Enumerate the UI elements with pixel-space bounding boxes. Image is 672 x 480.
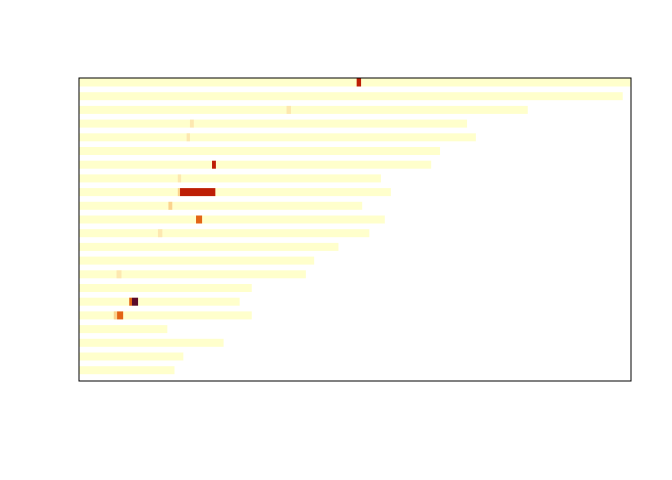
heatmap-row-5 [79,133,476,142]
heatmap-cell-8-1 [177,174,182,183]
heatmap-row-6 [79,147,441,155]
heatmap-cell-18-2 [117,311,124,320]
heatmap-row-2 [79,92,623,101]
heatmap-row-9 [79,188,391,197]
heatmap-cell-18-1 [113,311,118,320]
heatmap-cell-12-1 [157,229,163,238]
plot-frame [78,77,632,382]
heatmap-row-18 [79,311,252,320]
heatmap-row-16 [79,284,252,292]
heatmap-row-17 [79,297,240,306]
heatmap-cell-10-1 [168,201,173,210]
heatmap-cell-9-1 [177,188,181,197]
heatmap-cell-4-1 [189,119,194,128]
heatmap-row-10 [79,201,363,210]
heatmap-row-1 [79,78,631,87]
heatmap-cell-3-1 [286,105,291,114]
heatmap-row-7 [79,160,432,169]
heatmap-row-20 [79,338,224,347]
heatmap-row-12 [79,229,370,238]
heatmap-row-4 [79,119,468,128]
heatmap-row-14 [79,256,315,265]
heatmap-row-3 [79,105,528,114]
heatmap-row-15 [79,270,306,279]
heatmap-cell-17-2 [131,297,139,306]
heatmap-row-22 [79,366,175,375]
heatmap-row-13 [79,242,339,251]
heatmap-row-11 [79,215,385,224]
heatmap-row-19 [79,325,168,334]
heatmap-cell-17-1 [129,297,132,306]
heatmap-cell-5-1 [186,133,190,142]
heatmap-cell-15-1 [116,270,122,279]
heatmap-cell-1-1 [356,78,362,87]
heatmap-row-8 [79,174,381,183]
heatmap-cell-9-2 [180,188,216,197]
heatmap-row-21 [79,352,184,361]
heatmap-cell-11-1 [196,215,203,224]
heatmap-cell-7-1 [212,160,216,169]
heatmap-cells [79,78,631,375]
